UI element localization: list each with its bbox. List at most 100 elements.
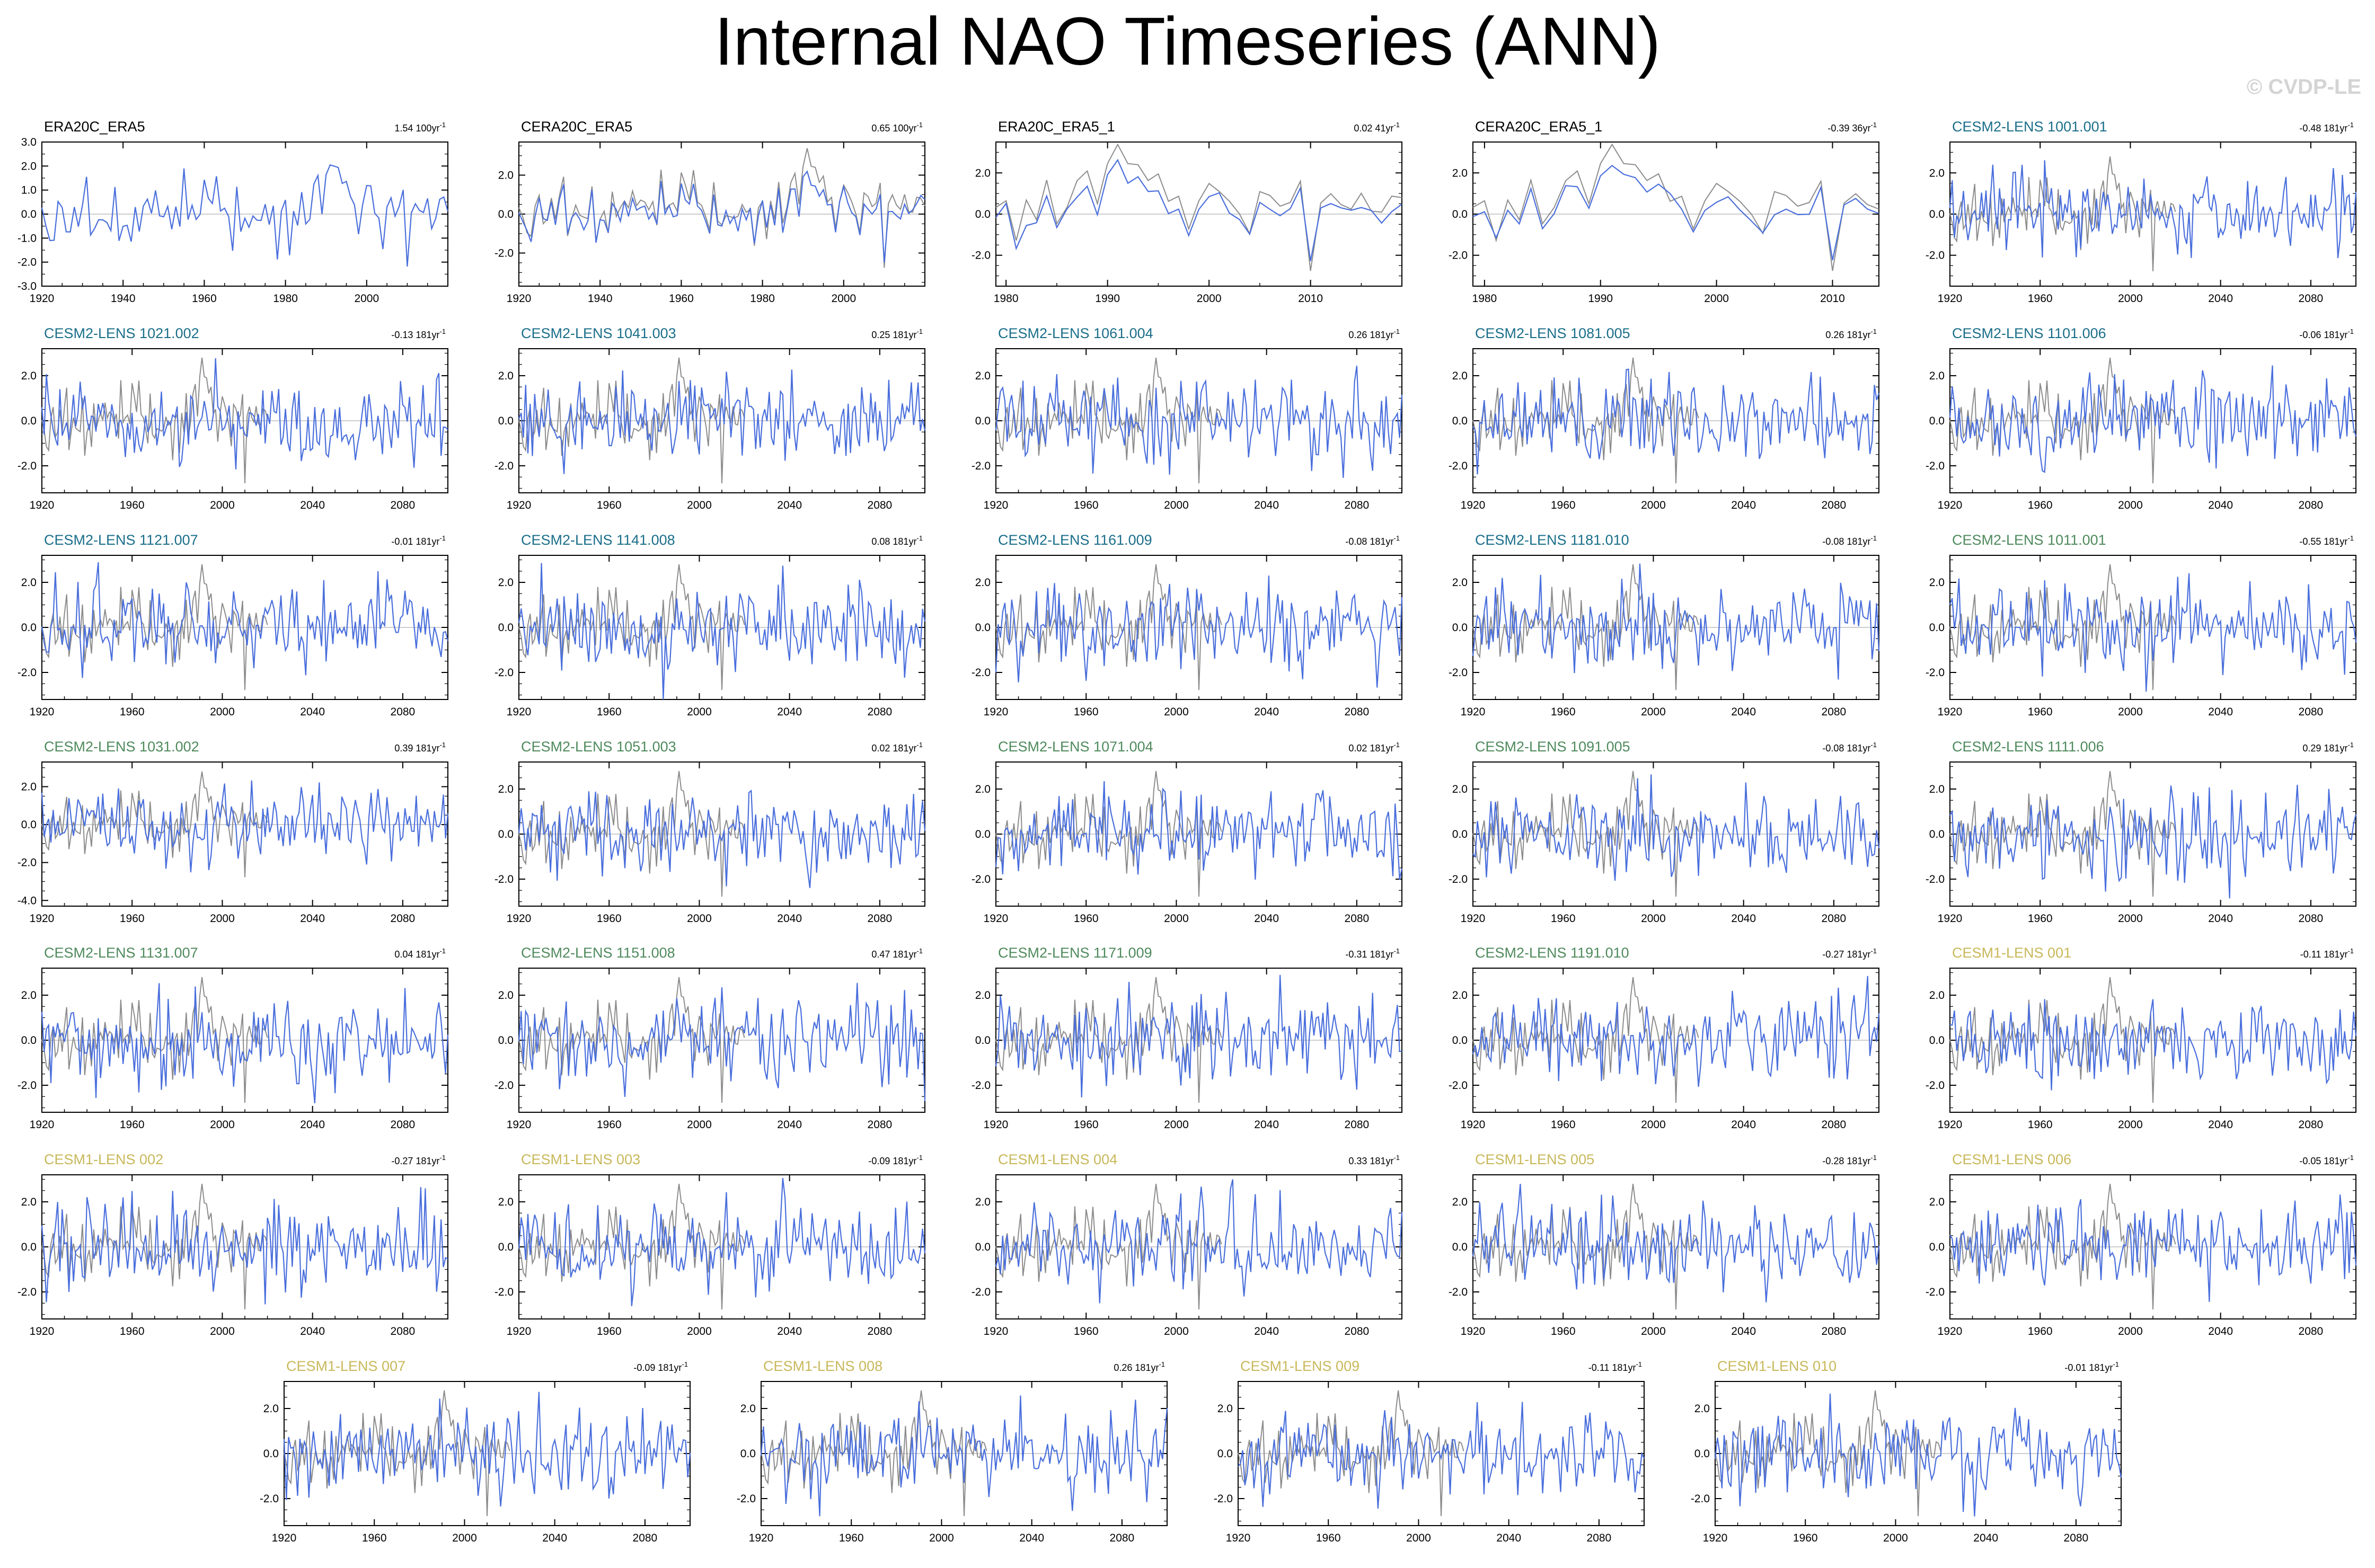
x-tick-label: 2040 <box>2208 913 2233 925</box>
panel-trend: -0.01 181yr-1 <box>391 534 446 547</box>
x-tick-label: 1960 <box>669 293 694 305</box>
x-tick-label: 2000 <box>687 706 712 718</box>
y-tick-label: 2.0 <box>498 989 514 1002</box>
x-tick-label: 1960 <box>1074 913 1099 925</box>
panel-title: CESM2-LENS 1181.010 <box>1475 532 1629 548</box>
x-tick-label: 1920 <box>1461 706 1486 718</box>
x-tick-label: 1960 <box>362 1532 387 1544</box>
panel-svg: CESM1-LENS 004 0.33 181yr-1 1920 1960 2000 20… <box>972 1151 1403 1337</box>
panel-title: ERA20C_ERA5_1 <box>998 119 1115 135</box>
x-tick-label: 1920 <box>30 293 55 305</box>
x-tick-label: 1920 <box>507 293 532 305</box>
panel-trend: -0.08 181yr-1 <box>1822 534 1877 547</box>
panel-title: CESM2-LENS 1071.004 <box>998 739 1153 755</box>
panel-svg: CESM2-LENS 1111.006 0.29 181yr-1 1920 1960 2… <box>1926 739 2357 925</box>
nao-series-line <box>41 983 449 1103</box>
observed-series-line <box>518 564 745 690</box>
panel-svg: CESM2-LENS 1041.003 0.25 181yr-1 1920 1960 2… <box>495 325 926 511</box>
x-tick-label: 2080 <box>2299 1119 2324 1131</box>
x-tick-label: 1960 <box>120 1119 145 1131</box>
x-tick-label: 2040 <box>300 913 325 925</box>
x-tick-label: 2000 <box>1164 1325 1189 1337</box>
panel-svg: CESM2-LENS 1081.005 0.26 181yr-1 1920 1960 2… <box>1449 325 1880 511</box>
x-tick-label: 2080 <box>2299 499 2324 511</box>
x-tick-label: 1960 <box>120 706 145 718</box>
x-tick-label: 2000 <box>1164 1119 1189 1131</box>
x-tick-label: 2080 <box>391 706 416 718</box>
x-tick-label: 2080 <box>868 706 893 718</box>
x-tick-label: 2080 <box>868 499 893 511</box>
nao-series-line <box>995 366 1403 478</box>
x-tick-label: 2040 <box>1973 1532 1998 1544</box>
y-tick-label: -2.0 <box>1449 1079 1468 1092</box>
panel-trend: -0.11 181yr-1 <box>1588 1360 1642 1373</box>
y-tick-label: 2.0 <box>975 167 991 179</box>
x-tick-label: 2000 <box>210 499 235 511</box>
x-tick-label: 2000 <box>831 293 856 305</box>
panel-title: CESM1-LENS 004 <box>998 1151 1117 1167</box>
panel-trend: 0.26 181yr-1 <box>1348 327 1400 340</box>
x-tick-label: 1940 <box>588 293 613 305</box>
x-tick-label: 2000 <box>354 293 379 305</box>
x-tick-label: 1960 <box>2028 706 2053 718</box>
panel-svg: CESM1-LENS 005 -0.28 181yr-1 1920 1960 2000 2… <box>1449 1151 1880 1337</box>
page-title: Internal NAO Timeseries (ANN) <box>714 4 1661 79</box>
y-tick-label: 0.0 <box>1929 415 1945 427</box>
x-tick-label: 1920 <box>1938 499 1963 511</box>
panel-svg: CESM2-LENS 1001.001 -0.48 181yr-1 1920 1960… <box>1926 119 2357 305</box>
x-tick-label: 1920 <box>30 913 55 925</box>
observed-series-line <box>1238 1390 1464 1517</box>
x-tick-label: 1920 <box>1226 1532 1251 1544</box>
panel-trend: 0.39 181yr-1 <box>394 741 446 754</box>
panel-title: CESM1-LENS 001 <box>1952 945 2071 961</box>
x-tick-label: 1960 <box>597 706 622 718</box>
panel-title: CESM2-LENS 1051.003 <box>521 739 676 755</box>
panel-title: CESM1-LENS 002 <box>44 1151 163 1167</box>
x-tick-label: 1920 <box>30 1119 55 1131</box>
panel-svg: CESM1-LENS 003 -0.09 181yr-1 1920 1960 2000 2… <box>495 1151 926 1337</box>
y-tick-label: 0.0 <box>1452 828 1468 840</box>
panel-svg: ERA20C_ERA5 1.54 100yr-1 1920 1940 1960 1980 2… <box>17 119 449 305</box>
x-tick-label: 2040 <box>1254 913 1279 925</box>
y-tick-label: 0.0 <box>975 828 991 840</box>
panel-trend: -0.13 181yr-1 <box>391 327 446 340</box>
panel-svg: CESM2-LENS 1131.007 0.04 181yr-1 1920 1960 2… <box>17 945 449 1131</box>
y-tick-label: -2.0 <box>1691 1493 1710 1505</box>
nao-series-line <box>1472 563 1880 680</box>
panel-title: CESM1-LENS 007 <box>286 1358 405 1374</box>
panel-trend: 0.29 181yr-1 <box>2302 741 2354 754</box>
x-tick-label: 1960 <box>1551 706 1576 718</box>
x-tick-label: 2080 <box>391 1119 416 1131</box>
x-tick-label: 2000 <box>1704 293 1729 305</box>
x-tick-label: 2080 <box>868 913 893 925</box>
nao-series-line <box>995 575 1403 688</box>
copyright-watermark: © CVDP-LE <box>2246 75 2361 99</box>
y-tick-label: -2.0 <box>17 667 37 679</box>
panel-svg: CESM1-LENS 001 -0.11 181yr-1 1920 1960 2000 2… <box>1926 945 2357 1131</box>
x-tick-label: 1990 <box>1588 293 1613 305</box>
nao-series-line <box>1949 1194 2357 1302</box>
x-tick-label: 1920 <box>507 706 532 718</box>
x-tick-label: 2000 <box>929 1532 954 1544</box>
y-tick-label: -2.0 <box>737 1493 756 1505</box>
x-tick-label: 1920 <box>1461 499 1486 511</box>
x-tick-label: 2040 <box>777 499 802 511</box>
panel-trend: 0.02 41yr-1 <box>1354 121 1400 134</box>
y-tick-label: -2.0 <box>972 1286 991 1298</box>
x-tick-label: 2040 <box>2208 499 2233 511</box>
observed-series-line <box>41 564 268 690</box>
nao-series-line <box>1949 573 2357 692</box>
panel-svg: CESM2-LENS 1141.008 0.08 181yr-1 1920 1960 2… <box>495 532 926 718</box>
panel-title: CESM2-LENS 1061.004 <box>998 325 1153 341</box>
panel-title: CESM2-LENS 1161.009 <box>998 532 1152 548</box>
y-tick-label: 2.0 <box>1452 577 1468 589</box>
x-tick-label: 1920 <box>1461 913 1486 925</box>
panel-title: CESM2-LENS 1011.001 <box>1952 532 2106 548</box>
x-tick-label: 2080 <box>2299 1325 2324 1337</box>
x-tick-label: 2000 <box>1164 913 1189 925</box>
y-tick-label: 0.0 <box>1452 415 1468 427</box>
panel-title: CESM2-LENS 1171.009 <box>998 945 1152 961</box>
x-tick-label: 1980 <box>994 293 1019 305</box>
y-tick-label: 0.0 <box>1452 208 1468 220</box>
x-tick-label: 2040 <box>300 1325 325 1337</box>
